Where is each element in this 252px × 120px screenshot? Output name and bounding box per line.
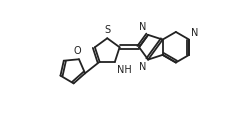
Text: NH: NH xyxy=(117,65,132,75)
Text: N: N xyxy=(139,22,146,32)
Text: N: N xyxy=(191,28,199,38)
Text: S: S xyxy=(104,25,110,35)
Text: O: O xyxy=(74,46,82,56)
Text: N: N xyxy=(139,62,146,72)
